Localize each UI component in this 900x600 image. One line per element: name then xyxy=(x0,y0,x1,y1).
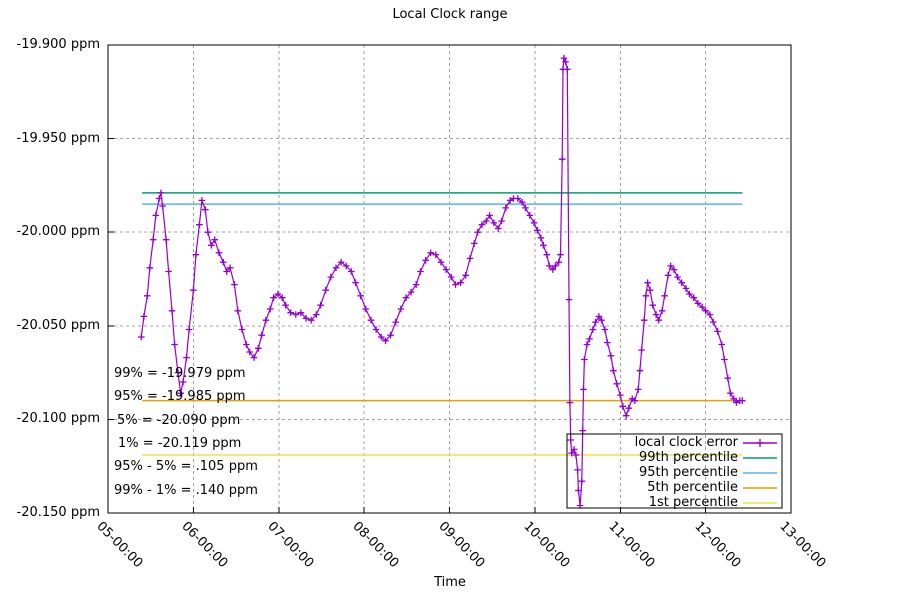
annotation-line: 1% = -20.119 ppm xyxy=(118,435,242,451)
y-tick-label: -20.000 ppm xyxy=(16,224,100,240)
annotation-line: 99% = -19.979 ppm xyxy=(114,366,246,381)
legend-box xyxy=(566,433,783,509)
annotation-line: 95% - 5% = .105 ppm xyxy=(114,459,258,475)
y-tick-label: -19.950 ppm xyxy=(16,130,100,146)
legend-label: 1st percentile xyxy=(648,495,738,510)
annotation-line: 95% = -19.985 ppm xyxy=(114,389,246,405)
chart-title: Local Clock range xyxy=(392,7,508,22)
annotation-line: 99% - 1% = .140 ppm xyxy=(114,482,258,498)
legend-label: 5th percentile xyxy=(647,480,738,495)
legend-label: 95th percentile xyxy=(638,465,738,480)
y-tick-label: -20.100 ppm xyxy=(16,411,100,427)
y-tick-label: -19.900 ppm xyxy=(16,37,100,52)
y-tick-label: -20.150 ppm xyxy=(16,505,100,520)
x-axis-title: Time xyxy=(434,575,466,590)
y-tick-label: -20.050 ppm xyxy=(16,317,100,333)
clock-error-markers xyxy=(138,54,746,509)
legend-label: 99th percentile xyxy=(638,450,738,465)
annotation-line: 5% = -20.090 ppm xyxy=(117,412,241,428)
legend-sample-marker xyxy=(756,439,764,447)
legend-label: local clock error xyxy=(634,435,738,450)
